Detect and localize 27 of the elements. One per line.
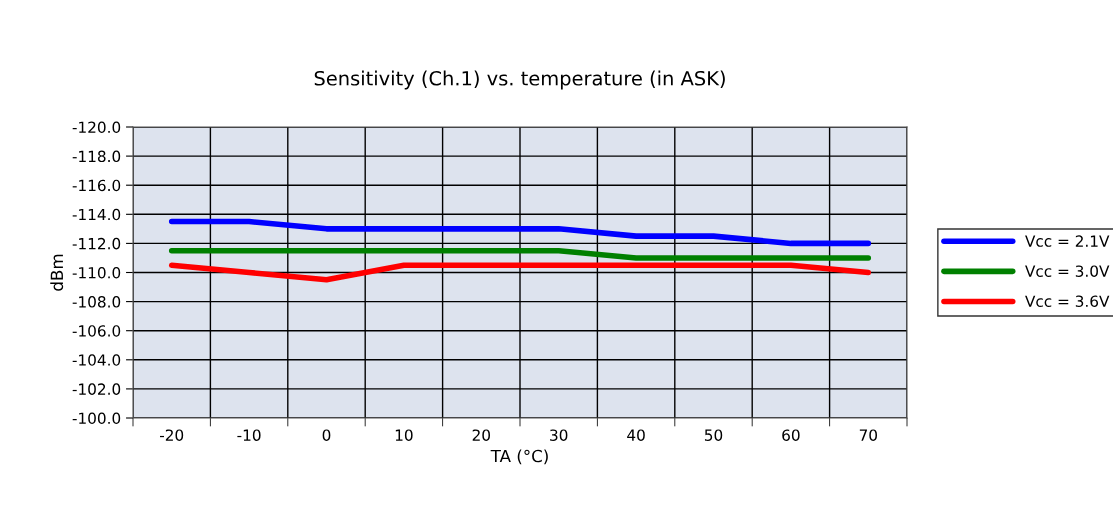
x-tick-label: 20: [472, 429, 491, 441]
x-tick-label: -10: [237, 429, 261, 441]
y-axis-title: dBm: [50, 254, 64, 291]
y-tick-label: -108.0: [72, 296, 121, 308]
x-tick-label: 40: [627, 429, 645, 441]
y-tick-label: -110.0: [72, 266, 121, 279]
y-tick-label: -120.0: [72, 121, 121, 134]
y-tick-label: -116.0: [72, 179, 121, 192]
x-tick-label: 10: [395, 429, 413, 441]
x-tick-label: 30: [550, 429, 568, 441]
chart-title: Sensitivity (Ch.1) vs. temperature (in ASK): [314, 70, 725, 90]
x-tick-label: -20: [159, 429, 184, 441]
y-tick-label: -102.0: [72, 383, 121, 395]
legend-label: Vcc = 3.6V: [1025, 295, 1110, 307]
y-tick-label: -118.0: [72, 150, 121, 163]
x-tick-label: 50: [704, 429, 723, 441]
y-tick-label: -112.0: [72, 237, 121, 250]
y-tick-label: -106.0: [72, 325, 121, 337]
y-tick-label: -104.0: [72, 354, 121, 366]
x-tick-label: 70: [859, 429, 878, 441]
x-axis-title: TA (°C): [490, 449, 548, 465]
legend-label: Vcc = 3.0V: [1025, 265, 1110, 277]
legend-label: Vcc = 2.1V: [1025, 235, 1110, 247]
y-tick-label: -114.0: [72, 208, 121, 221]
x-tick-label: 0: [322, 429, 331, 441]
x-tick-label: 60: [782, 429, 800, 441]
y-tick-label: -100.0: [72, 412, 121, 425]
